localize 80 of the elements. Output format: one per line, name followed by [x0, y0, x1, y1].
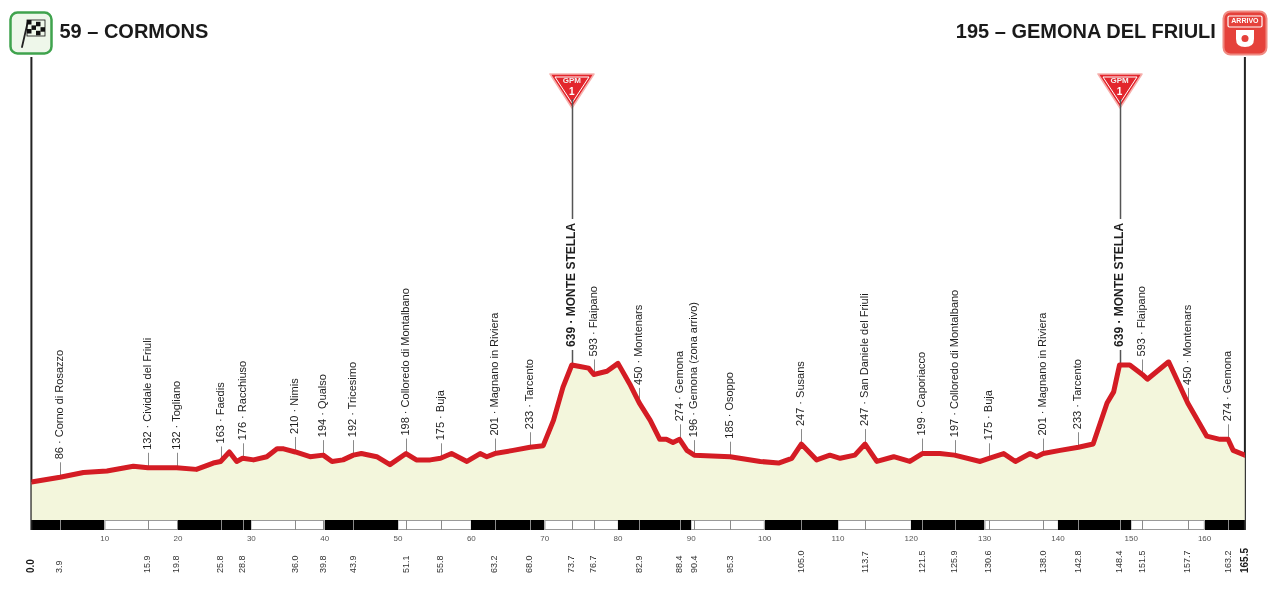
x-tick-label: 73.7: [566, 555, 577, 573]
x2-tick-label: 100: [757, 534, 772, 544]
annotation: 593 · Flaipano: [1135, 286, 1148, 357]
annotation: 247 · San Daniele del Friuli: [858, 293, 871, 427]
x2-tick-label: 20: [173, 534, 184, 544]
annotation: 176 · Racchiuso: [235, 360, 248, 441]
annotation: 450 · Montenars: [1180, 304, 1193, 385]
x-tick-label: 39.8: [317, 555, 328, 573]
x-tick-label: 0.0: [25, 558, 37, 573]
x2-tick-label: 70: [540, 534, 550, 544]
x-tick-label: 3.9: [54, 560, 65, 573]
x-tick-label: 63.2: [489, 555, 500, 573]
annotation: 247 · Susans: [794, 360, 807, 427]
x-tick-label: 157.7: [1182, 550, 1193, 573]
annotation: 201 · Magnano in Riviera: [487, 311, 500, 436]
x2-tick-label: 120: [904, 534, 919, 544]
x-tick-label: 25.8: [215, 555, 226, 573]
annotation: 198 · Colloredo di Montalbano: [399, 288, 412, 436]
ref-line-label: GPM 1: [1110, 76, 1129, 97]
x-tick-label: 113.7: [859, 551, 870, 573]
x2-tick-label: 150: [1124, 534, 1139, 544]
annotation: 450 · Montenars: [632, 304, 645, 385]
annotation: 233 · Tarcento: [1071, 359, 1084, 430]
x2-tick-label: 130: [977, 534, 992, 544]
annotation: 185 · Osoppo: [723, 372, 736, 439]
x-tick-label: 15.9: [142, 555, 153, 573]
x-tick-label: 130.6: [983, 550, 994, 573]
annotation: 233 · Tarcento: [523, 359, 536, 430]
ref-line-label: GPM 1: [562, 76, 582, 97]
legend-label: 59 – CORMONS: [59, 20, 209, 42]
annotation: 210 · Nimis: [288, 377, 301, 434]
annotation: 201 · Magnano in Riviera: [1036, 311, 1049, 436]
annotation: 192 · Tricesimo: [346, 361, 359, 438]
ref-line-label: 195 – GEMONA DEL FRIULI: [955, 20, 1216, 42]
x2-tick-label: 60: [466, 534, 477, 544]
annotation: 199 · Caporiacco: [915, 351, 928, 436]
x-tick-label: 105.0: [795, 550, 806, 573]
x-tick-label: 76.7: [588, 555, 599, 573]
x-tick-label: 43.9: [347, 555, 358, 573]
x-tick-label: 163.2: [1222, 550, 1233, 573]
x2-tick-label: 90: [686, 534, 697, 544]
x-tick-label: 82.9: [633, 555, 644, 573]
annotation: 639 · MONTE STELLA: [1111, 222, 1126, 347]
x2-tick-label: 160: [1197, 534, 1212, 544]
annotation: 274 · Gemona: [672, 350, 685, 422]
annotation: 163 · Faedis: [213, 381, 226, 444]
annotation: 86 · Corno di Rosazzo: [53, 349, 66, 460]
x-tick-label: 90.4: [688, 555, 699, 573]
x-tick-label: 28.8: [237, 555, 248, 573]
x-tick-label: 68.0: [524, 555, 535, 573]
x-tick-label: 151.5: [1136, 550, 1147, 573]
annotation: 593 · Flaipano: [586, 286, 599, 357]
x-tick-label: 36.0: [289, 555, 300, 573]
annotation: 175 · Buja: [982, 389, 995, 441]
x2-tick-label: 30: [246, 534, 257, 544]
x-tick-label: 95.3: [724, 555, 735, 573]
x-tick-label: 88.4: [674, 555, 685, 573]
annotation: 194 · Qualso: [316, 374, 329, 438]
x-tick-label: 138.0: [1037, 550, 1048, 573]
x2-tick-label: 50: [393, 534, 404, 544]
x2-tick-label: 40: [320, 534, 330, 544]
x-tick-label: 142.8: [1072, 550, 1083, 573]
annotation: 197 · Colloredo di Montalbano: [947, 289, 960, 438]
annotation: 175 · Buja: [433, 389, 446, 441]
x-tick-label: 55.8: [435, 555, 446, 573]
x-tick-label: 125.9: [949, 550, 960, 573]
annotation: 196 · Gemona (zona arrivo): [687, 302, 700, 438]
annotation: 132 · Togliano: [169, 380, 182, 450]
x-tick-label: 51.1: [400, 555, 411, 573]
x-tick-label: 165.5: [1238, 547, 1250, 573]
x2-tick-label: 80: [613, 534, 623, 544]
x2-tick-label: 110: [831, 534, 845, 544]
x-tick-label: 121.5: [916, 550, 927, 573]
x-tick-label: 148.4: [1114, 550, 1124, 573]
x2-tick-label: 140: [1051, 534, 1066, 544]
x-tick-label: 19.8: [171, 555, 182, 573]
x2-tick-label: 10: [100, 534, 110, 544]
annotation: 639 · MONTE STELLA: [564, 222, 579, 347]
annotation: 274 · Gemona: [1221, 350, 1234, 422]
annotation: 132 · Cividale del Friuli: [141, 337, 154, 450]
